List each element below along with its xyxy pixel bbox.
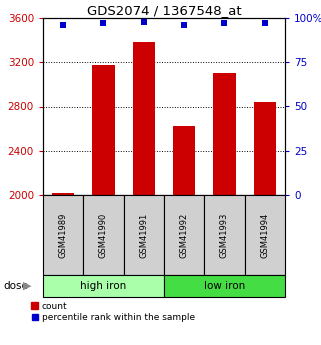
Bar <box>124 195 164 275</box>
Point <box>222 21 227 26</box>
Bar <box>213 73 236 195</box>
Legend: count, percentile rank within the sample: count, percentile rank within the sample <box>30 300 196 323</box>
Text: low iron: low iron <box>204 281 245 291</box>
Point <box>262 21 267 26</box>
Point <box>61 22 66 28</box>
Bar <box>133 42 155 195</box>
Text: GSM41990: GSM41990 <box>99 213 108 258</box>
Text: GSM41993: GSM41993 <box>220 212 229 258</box>
Bar <box>173 126 195 195</box>
Title: GDS2074 / 1367548_at: GDS2074 / 1367548_at <box>87 4 241 17</box>
Point <box>182 22 187 28</box>
Bar <box>43 195 83 275</box>
Point <box>101 21 106 26</box>
Bar <box>92 65 115 195</box>
Bar <box>164 275 285 297</box>
Point <box>141 19 146 24</box>
Bar <box>164 195 204 275</box>
Text: GSM41989: GSM41989 <box>59 212 68 258</box>
Bar <box>83 195 124 275</box>
Bar <box>245 195 285 275</box>
Bar <box>204 195 245 275</box>
Bar <box>43 275 164 297</box>
Text: high iron: high iron <box>80 281 126 291</box>
Text: ▶: ▶ <box>23 281 31 291</box>
Bar <box>52 193 74 195</box>
Text: dose: dose <box>3 281 28 291</box>
Text: GSM41992: GSM41992 <box>180 213 189 258</box>
Text: GSM41991: GSM41991 <box>139 213 148 258</box>
Text: GSM41994: GSM41994 <box>260 213 269 258</box>
Bar <box>254 102 276 195</box>
